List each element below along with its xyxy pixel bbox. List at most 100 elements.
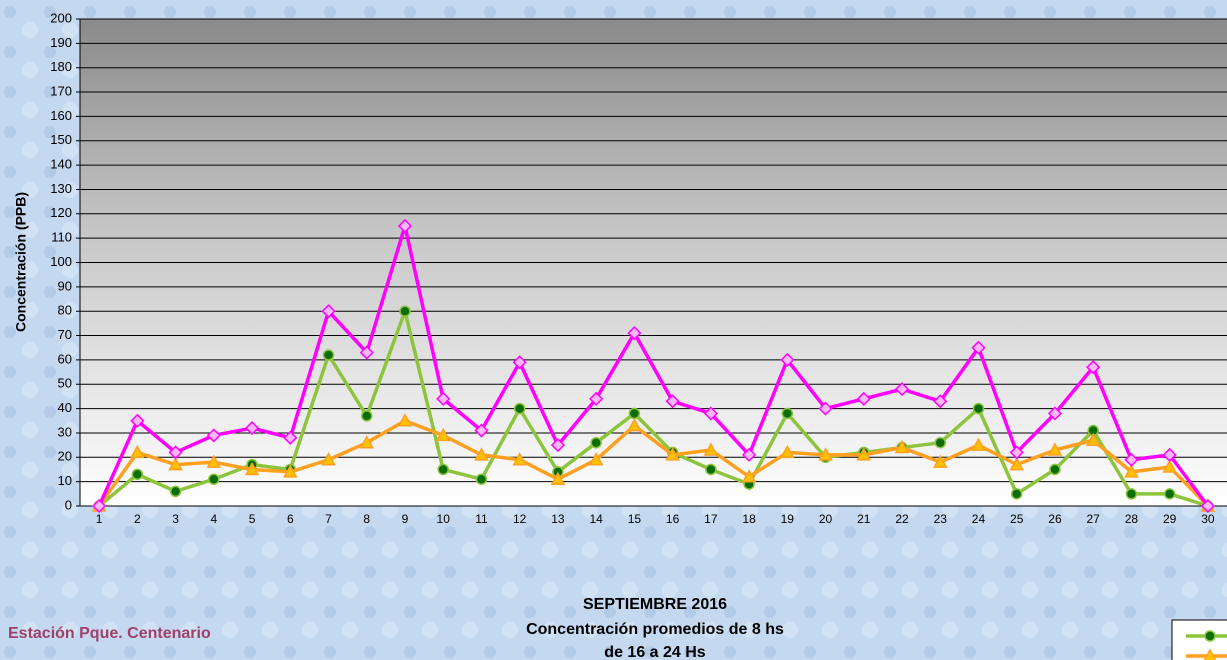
x-tick-label: 2 <box>134 512 141 526</box>
marker <box>781 407 794 420</box>
marker <box>894 382 910 397</box>
marker <box>244 461 260 476</box>
y-tick-label: 90 <box>58 278 72 293</box>
marker <box>513 402 526 415</box>
x-tick-label: 28 <box>1125 512 1139 526</box>
x-tick-label: 13 <box>551 512 565 526</box>
x-tick-label: 30 <box>1201 512 1215 526</box>
legend-marker <box>1204 630 1216 642</box>
x-tick-label: 14 <box>589 512 603 526</box>
y-tick-label: 150 <box>50 132 72 147</box>
marker <box>1124 464 1139 478</box>
x-tick-label: 5 <box>249 512 256 526</box>
marker <box>397 413 413 427</box>
marker <box>550 438 565 453</box>
marker <box>627 418 642 432</box>
marker <box>169 485 182 498</box>
y-tick-label: 0 <box>65 497 72 512</box>
marker <box>818 447 833 461</box>
marker <box>208 473 220 485</box>
y-axis-label: Concentración (PPB) <box>13 192 29 332</box>
marker <box>359 435 375 449</box>
marker <box>1047 442 1063 456</box>
marker <box>703 406 718 421</box>
chart-subtitle: de 16 a 24 Hs <box>604 644 706 660</box>
y-tick-label: 120 <box>50 205 72 220</box>
marker <box>856 391 871 406</box>
marker <box>1010 488 1023 500</box>
y-tick-label: 180 <box>50 59 72 74</box>
marker <box>130 413 145 428</box>
x-tick-label: 8 <box>363 512 370 526</box>
marker <box>512 355 527 370</box>
marker <box>361 410 373 422</box>
marker <box>206 454 222 468</box>
marker <box>933 394 948 409</box>
series-line <box>97 419 1210 508</box>
x-tick-label: 19 <box>781 512 795 526</box>
x-tick-label: 24 <box>972 512 986 526</box>
x-tick-label: 25 <box>1010 512 1024 526</box>
marker <box>665 394 680 409</box>
y-tick-label: 160 <box>50 108 72 123</box>
series-line <box>97 224 1210 508</box>
marker <box>971 340 986 355</box>
marker <box>130 444 145 459</box>
marker <box>359 345 374 360</box>
marker <box>1086 360 1101 375</box>
y-tick-label: 80 <box>58 303 72 318</box>
marker <box>1200 498 1215 514</box>
x-tick-label: 15 <box>628 512 642 526</box>
chart-subtitle: Concentración promedios de 8 hs <box>526 621 784 638</box>
marker <box>322 349 335 361</box>
marker <box>780 352 795 367</box>
legend <box>1171 619 1227 660</box>
marker <box>206 428 221 443</box>
station-label: Estación Pque. Centenario <box>8 625 211 642</box>
y-tick-label: 110 <box>51 230 72 245</box>
y-tick-label: 10 <box>58 473 72 488</box>
marker <box>590 436 602 449</box>
marker <box>283 430 298 445</box>
x-tick-label: 12 <box>513 512 527 526</box>
x-tick-label: 9 <box>402 512 409 526</box>
marker <box>168 445 183 460</box>
marker <box>321 304 336 319</box>
y-tick-label: 40 <box>58 400 72 415</box>
marker <box>474 447 489 461</box>
marker <box>1085 432 1101 447</box>
marker <box>92 498 107 514</box>
x-tick-label: 23 <box>934 512 948 526</box>
marker <box>971 437 986 451</box>
marker <box>475 473 488 485</box>
x-tick-label: 22 <box>895 512 909 526</box>
x-tick-label: 16 <box>666 512 680 526</box>
legend-marker <box>1203 648 1217 660</box>
marker <box>1009 457 1024 471</box>
x-tick-label: 4 <box>210 512 217 526</box>
y-tick-label: 190 <box>50 35 72 50</box>
marker <box>628 407 641 420</box>
marker <box>474 423 489 438</box>
marker <box>703 442 719 456</box>
marker <box>1047 406 1063 421</box>
marker <box>244 421 260 436</box>
x-tick-label: 7 <box>325 512 332 526</box>
y-tick-label: 50 <box>58 376 72 391</box>
marker <box>168 457 183 471</box>
marker <box>972 402 985 415</box>
marker <box>627 326 642 341</box>
marker <box>705 463 717 476</box>
marker <box>894 439 910 454</box>
marker <box>435 427 451 442</box>
chart-title: SEPTIEMBRE 2016 <box>583 596 727 613</box>
y-tick-label: 200 <box>50 10 72 25</box>
y-tick-label: 20 <box>58 449 72 464</box>
y-tick-label: 70 <box>58 327 72 342</box>
marker <box>665 447 680 461</box>
y-tick-label: 130 <box>50 181 72 196</box>
marker <box>1125 488 1138 500</box>
x-tick-label: 29 <box>1163 512 1177 526</box>
marker <box>437 463 449 476</box>
